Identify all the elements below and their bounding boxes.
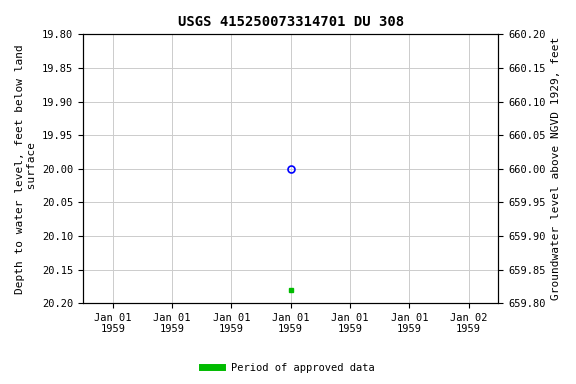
Y-axis label: Groundwater level above NGVD 1929, feet: Groundwater level above NGVD 1929, feet xyxy=(551,37,561,300)
Y-axis label: Depth to water level, feet below land
 surface: Depth to water level, feet below land su… xyxy=(15,44,37,294)
Title: USGS 415250073314701 DU 308: USGS 415250073314701 DU 308 xyxy=(177,15,404,29)
Legend: Period of approved data: Period of approved data xyxy=(198,359,378,377)
